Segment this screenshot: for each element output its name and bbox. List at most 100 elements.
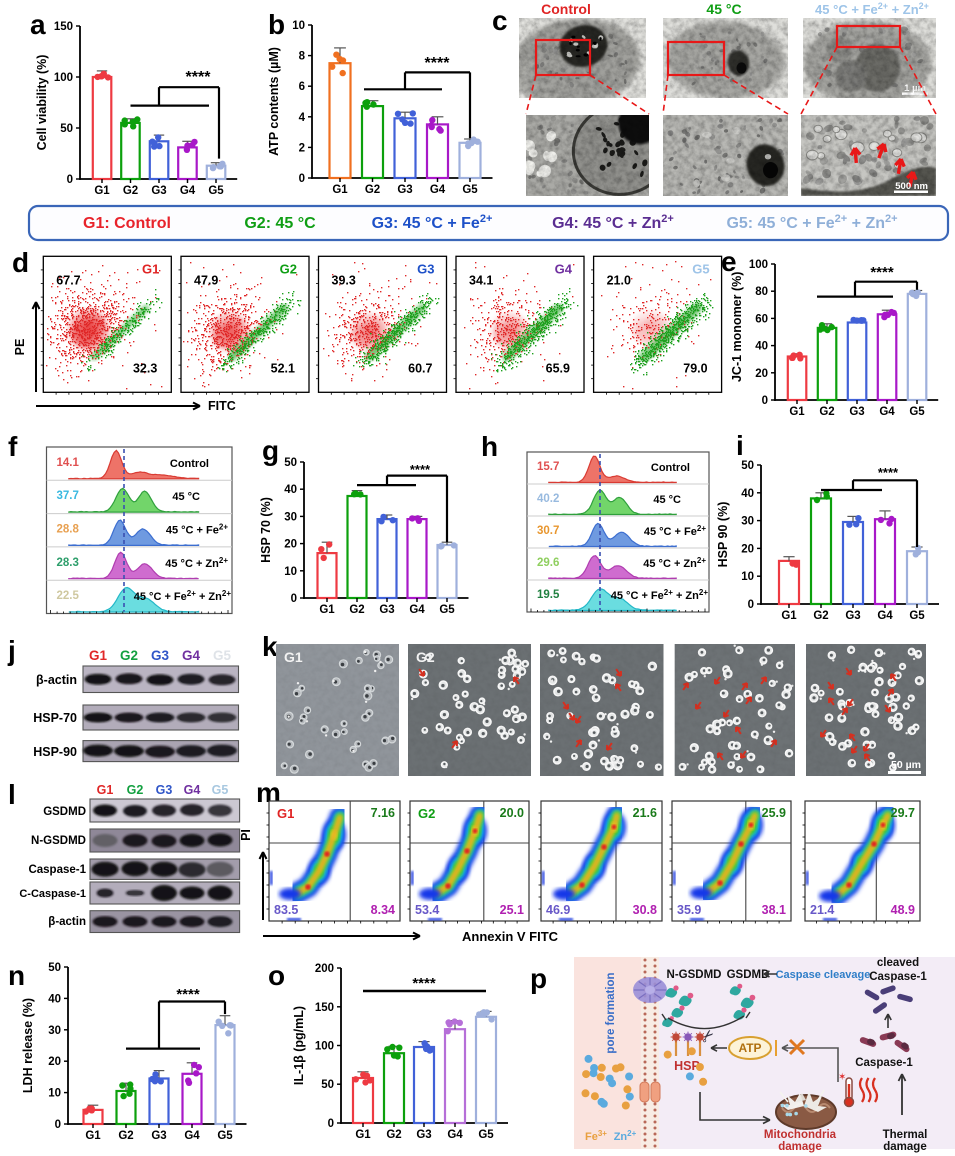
svg-text:34.1: 34.1 [469,273,493,287]
svg-text:G3: G3 [417,261,434,276]
svg-text:G5: G5 [213,648,232,663]
svg-text:ATP: ATP [738,1041,761,1055]
svg-text:G4: G4 [184,783,201,797]
svg-text:45 °C + Zn2+: 45 °C + Zn2+ [165,555,228,570]
svg-text:G4: G4 [877,610,893,622]
svg-text:G3: G3 [151,648,170,663]
svg-text:45 °C + Fe2+ + Zn2+: 45 °C + Fe2+ + Zn2+ [134,589,232,604]
svg-text:k: k [262,631,278,662]
svg-text:35.9: 35.9 [677,903,701,917]
svg-text:45 °C + Fe2+: 45 °C + Fe2+ [644,524,706,539]
svg-text:65.9: 65.9 [546,361,570,375]
svg-text:G1: G1 [355,1129,371,1141]
svg-text:37.7: 37.7 [57,490,79,502]
svg-text:G1: G1 [277,806,294,821]
svg-text:83.5: 83.5 [274,903,298,917]
svg-text:G2: G2 [349,604,364,616]
svg-text:G2: G2 [819,406,834,418]
svg-text:4: 4 [299,112,306,124]
svg-text:G2: G2 [280,261,297,276]
svg-text:b: b [268,9,285,40]
svg-text:damage: damage [778,1141,821,1153]
svg-text:G2: G2 [418,806,435,821]
svg-text:pore formation: pore formation [605,972,617,1053]
svg-text:Thermal: Thermal [883,1129,928,1141]
svg-text:22.5: 22.5 [57,590,80,602]
svg-text:0: 0 [748,599,754,611]
svg-text:28.3: 28.3 [57,557,79,569]
svg-text:G1: G1 [284,649,303,665]
svg-text:30: 30 [48,1025,61,1037]
svg-text:G3: G3 [379,604,394,616]
svg-text:HSP-90: HSP-90 [33,745,77,759]
svg-text:G4: G4 [184,1130,200,1142]
svg-text:60.7: 60.7 [408,361,432,375]
svg-text:LDH release (%): LDH release (%) [21,998,35,1093]
svg-text:38.1: 38.1 [762,903,786,917]
svg-text:j: j [7,635,16,666]
svg-text:10: 10 [48,1088,61,1100]
svg-text:10: 10 [292,20,305,32]
svg-text:25.1: 25.1 [500,903,524,917]
svg-text:G4: 45 °C + Zn2+: G4: 45 °C + Zn2+ [552,213,674,232]
svg-text:G1: G1 [332,184,348,196]
svg-text:150: 150 [315,1002,334,1014]
svg-text:32.3: 32.3 [133,361,157,375]
svg-text:21.4: 21.4 [810,903,834,917]
svg-text:21.6: 21.6 [633,806,657,820]
svg-text:80: 80 [755,286,768,298]
svg-text:IL-1β (pg/mL): IL-1β (pg/mL) [292,1006,306,1085]
svg-text:200: 200 [315,963,334,975]
svg-text:Caspase-1: Caspase-1 [28,864,86,876]
svg-text:50: 50 [48,962,61,974]
svg-text:G5: G5 [439,604,455,616]
svg-text:50: 50 [741,460,754,472]
svg-text:25.9: 25.9 [762,806,786,820]
svg-text:G5: G5 [909,406,925,418]
svg-text:****: **** [412,975,436,992]
svg-text:G1: G1 [142,261,159,276]
svg-text:Caspase-1: Caspase-1 [869,971,927,983]
svg-text:50: 50 [284,457,297,469]
svg-text:G3: G3 [151,185,166,197]
svg-text:G5: G5 [909,610,925,622]
svg-text:G3: G3 [151,1130,166,1142]
svg-text:47.9: 47.9 [194,273,218,287]
svg-text:G2: G2 [127,783,144,797]
svg-text:damage: damage [883,1141,926,1153]
svg-text:G4: G4 [409,604,425,616]
svg-text:****: **** [410,462,431,477]
svg-text:10: 10 [741,571,754,583]
svg-text:50: 50 [60,123,73,135]
svg-text:45 °C: 45 °C [653,494,681,506]
svg-text:HSP 90 (%): HSP 90 (%) [716,502,730,568]
svg-text:15.7: 15.7 [537,461,559,473]
svg-text:N-GSDMD: N-GSDMD [667,969,722,981]
svg-text:0: 0 [328,1118,334,1130]
svg-text:GSDMD: GSDMD [43,806,86,818]
svg-text:G1: Control: G1: Control [83,215,171,232]
svg-text:a: a [30,9,46,40]
svg-text:19.5: 19.5 [537,589,560,601]
svg-text:G4: G4 [430,184,446,196]
svg-text:40: 40 [755,341,768,353]
svg-text:45 °C + Fe2+ + Zn2+: 45 °C + Fe2+ + Zn2+ [611,588,709,603]
svg-text:G2: G2 [123,185,138,197]
svg-text:G2: G2 [416,649,435,665]
svg-text:PI: PI [239,829,253,841]
svg-text:0: 0 [55,1119,61,1131]
svg-text:β-actin: β-actin [36,673,77,687]
svg-text:45 °C: 45 °C [706,1,741,17]
svg-text:G1: G1 [781,610,797,622]
svg-text:60: 60 [755,313,768,325]
svg-text:Mitochondria: Mitochondria [764,1129,837,1141]
svg-text:✶: ✶ [838,1072,846,1083]
svg-text:G5: G5 [208,185,224,197]
svg-text:0: 0 [291,593,297,605]
svg-text:20: 20 [755,368,768,380]
svg-text:G5: G5 [212,783,229,797]
svg-text:G3: 45 °C + Fe2+: G3: 45 °C + Fe2+ [372,213,493,232]
svg-text:G5: 45 °C + Fe2+ + Zn2+: G5: 45 °C + Fe2+ + Zn2+ [726,213,897,232]
svg-text:f: f [8,431,18,462]
svg-text:20: 20 [48,1056,61,1068]
